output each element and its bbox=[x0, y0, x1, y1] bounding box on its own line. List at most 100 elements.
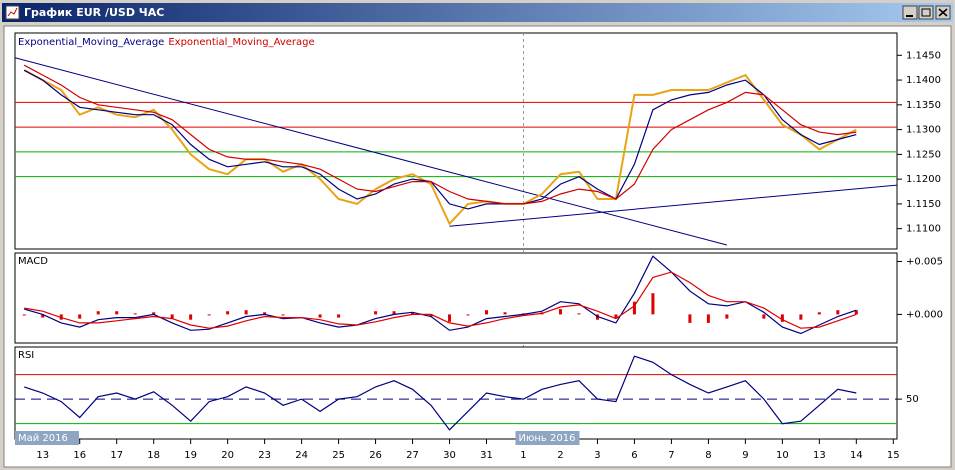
trend-line bbox=[14, 57, 728, 246]
x-tick-label: 10 bbox=[776, 450, 789, 461]
period-label: Май 2016 bbox=[18, 433, 68, 444]
histogram-bar bbox=[22, 314, 26, 316]
icon-glyph bbox=[7, 7, 18, 17]
minimize-button[interactable] bbox=[902, 5, 918, 20]
histogram-bar bbox=[706, 314, 710, 323]
x-tick-label: 8 bbox=[705, 450, 711, 461]
y-tick-label: 1.1300 bbox=[906, 125, 941, 136]
histogram-bar bbox=[577, 313, 581, 315]
series-line bbox=[23, 69, 857, 210]
x-tick-label: 6 bbox=[631, 450, 637, 461]
x-tick-label: 13 bbox=[36, 450, 49, 461]
period-box bbox=[515, 431, 580, 445]
y-tick-label: +0.005 bbox=[906, 256, 943, 267]
histogram-bar bbox=[115, 311, 119, 315]
histogram-bar bbox=[189, 314, 193, 320]
histogram-bar bbox=[503, 312, 507, 315]
x-tick-label: 24 bbox=[295, 450, 308, 461]
histogram-bar bbox=[244, 310, 248, 315]
histogram-bar bbox=[337, 314, 341, 318]
histogram-bar bbox=[558, 309, 562, 315]
histogram-bar bbox=[485, 310, 489, 315]
x-tick-label: 14 bbox=[850, 450, 863, 461]
y-tick-label: 1.1100 bbox=[906, 224, 941, 235]
series-line bbox=[23, 64, 857, 205]
histogram-bar bbox=[466, 314, 470, 316]
maximize-button[interactable] bbox=[918, 5, 934, 20]
histogram-bar bbox=[429, 314, 433, 317]
x-tick-label: 19 bbox=[184, 450, 197, 461]
panel bbox=[14, 252, 898, 344]
x-tick-label: 7 bbox=[668, 450, 674, 461]
histogram-bar bbox=[614, 314, 618, 319]
x-tick-label: 2 bbox=[557, 450, 563, 461]
histogram-bar bbox=[281, 314, 285, 316]
y-tick-label: 1.1450 bbox=[906, 50, 941, 61]
histogram-bar bbox=[96, 311, 100, 315]
histogram-bar bbox=[836, 310, 840, 315]
y-tick-label: 1.1250 bbox=[906, 149, 941, 160]
histogram-bar bbox=[854, 310, 858, 315]
histogram-bar bbox=[411, 312, 415, 315]
x-tick-label: 20 bbox=[221, 450, 234, 461]
period-label: Июнь 2016 bbox=[518, 433, 575, 444]
x-tick-label: 31 bbox=[480, 450, 493, 461]
series-line bbox=[24, 355, 857, 431]
window-title: График EUR /USD ЧАС bbox=[24, 6, 164, 19]
legend-entry: Exponential_Moving_Average bbox=[168, 37, 314, 48]
period-box bbox=[15, 431, 79, 445]
histogram-bar bbox=[780, 314, 784, 322]
histogram-bar bbox=[688, 314, 692, 323]
x-tick-label: 17 bbox=[110, 450, 123, 461]
trend-line bbox=[449, 184, 898, 227]
x-tick-label: 3 bbox=[594, 450, 600, 461]
series-line bbox=[24, 271, 857, 329]
legend-entry: Exponential_Moving_Average bbox=[18, 37, 164, 48]
y-tick-label: 1.1350 bbox=[906, 100, 941, 111]
histogram-bar bbox=[651, 293, 655, 315]
histogram-bar bbox=[799, 314, 803, 320]
x-tick-label: 25 bbox=[332, 450, 345, 461]
panel bbox=[14, 32, 898, 250]
histogram-bar bbox=[762, 314, 766, 319]
x-tick-label: 16 bbox=[73, 450, 86, 461]
y-tick-label: 1.1400 bbox=[906, 75, 941, 86]
series-line bbox=[24, 255, 857, 335]
x-tick-label: 13 bbox=[813, 450, 826, 461]
y-tick-label: 1.1200 bbox=[906, 174, 941, 185]
panel-title: RSI bbox=[18, 350, 34, 361]
x-tick-label: 18 bbox=[147, 450, 160, 461]
x-tick-label: 27 bbox=[406, 450, 419, 461]
y-tick-label: 50 bbox=[906, 394, 919, 405]
histogram-bar bbox=[226, 311, 230, 315]
histogram-bar bbox=[263, 312, 267, 315]
histogram-bar bbox=[41, 314, 45, 318]
histogram-bar bbox=[392, 311, 396, 315]
histogram-bar bbox=[448, 314, 452, 322]
x-tick-label: 30 bbox=[443, 450, 456, 461]
x-tick-label: 9 bbox=[742, 450, 748, 461]
histogram-bar bbox=[207, 314, 211, 316]
x-tick-label: 15 bbox=[887, 450, 900, 461]
histogram-bar bbox=[374, 311, 378, 315]
histogram-bar bbox=[725, 314, 729, 319]
x-tick-label: 26 bbox=[369, 450, 382, 461]
histogram-bar bbox=[318, 314, 322, 318]
histogram-bar bbox=[632, 301, 636, 315]
panel bbox=[14, 346, 898, 440]
title-bar bbox=[2, 3, 953, 22]
panel-title: MACD bbox=[18, 256, 48, 267]
histogram-bar bbox=[133, 313, 137, 315]
histogram-bar bbox=[817, 312, 821, 315]
histogram-bar bbox=[78, 314, 82, 319]
window-buttons[interactable] bbox=[902, 5, 951, 20]
close-glyph bbox=[938, 8, 948, 17]
histogram-bar bbox=[152, 312, 156, 315]
maximize-glyph bbox=[921, 8, 931, 17]
y-tick-label: 1.1150 bbox=[906, 199, 941, 210]
y-tick-label: +0.000 bbox=[906, 309, 943, 320]
x-tick-label: 23 bbox=[258, 450, 271, 461]
histogram-bar bbox=[170, 314, 174, 319]
x-tick-label: 1 bbox=[520, 450, 526, 461]
